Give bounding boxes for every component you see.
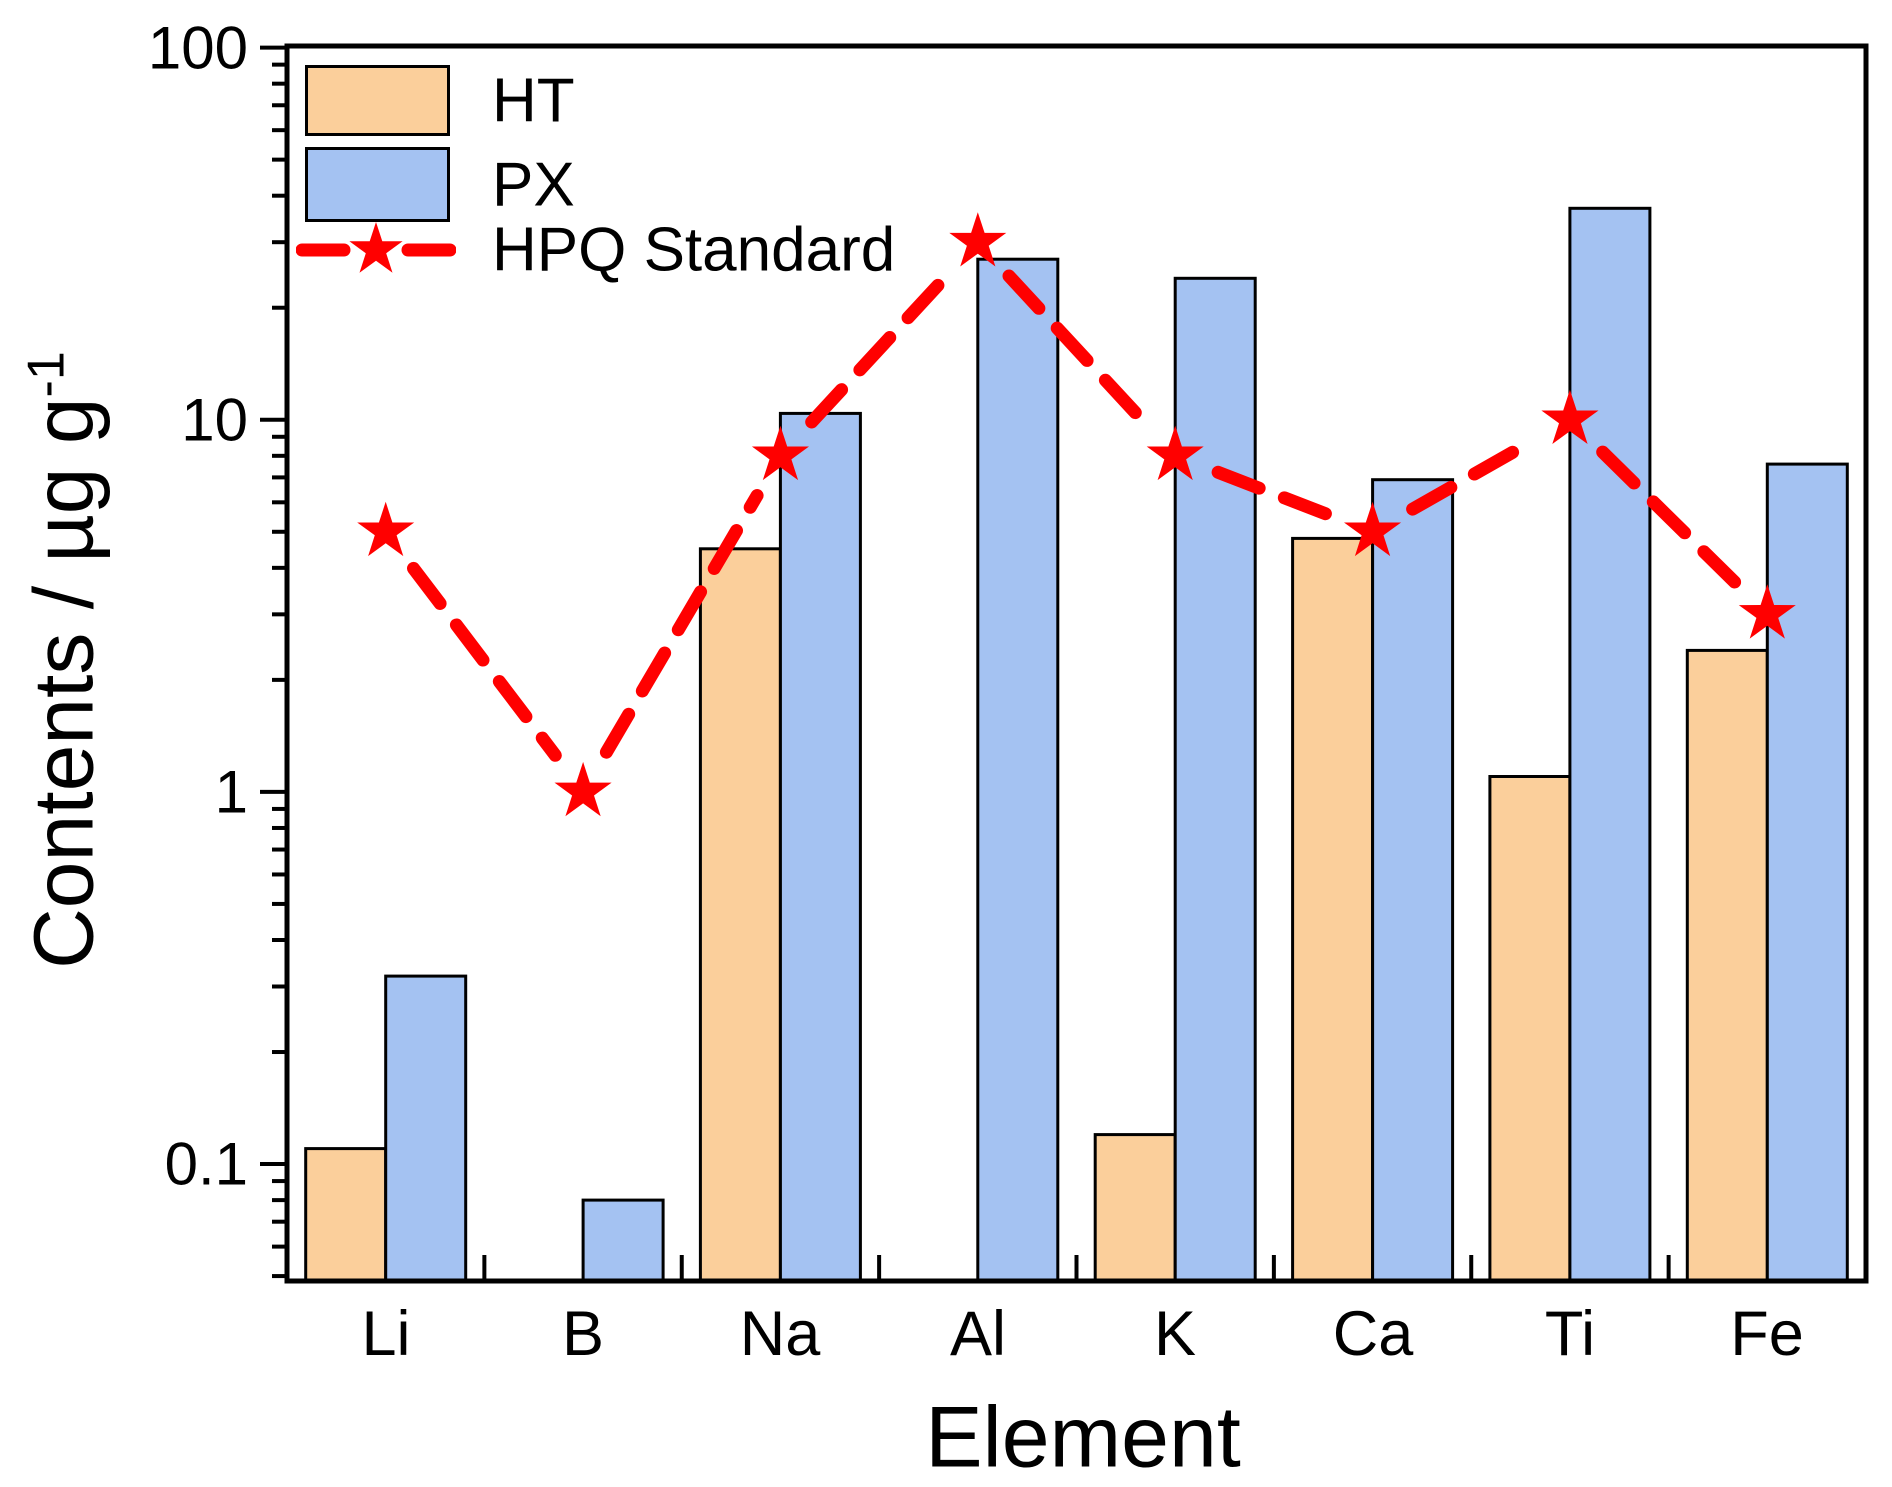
x-axis-title: Element — [925, 1389, 1241, 1486]
legend-line-star-icon — [296, 222, 456, 273]
x-tick-label-ca: Ca — [1332, 1299, 1414, 1369]
y-tick-label-0p1: 0.1 — [164, 1130, 248, 1198]
x-tick-label-al: Al — [949, 1299, 1007, 1369]
x-tick-label-b: B — [561, 1299, 605, 1369]
y-tick-label-1: 1 — [214, 758, 248, 826]
legend-label-px: PX — [492, 150, 575, 220]
legend-swatch-ht — [305, 65, 450, 136]
y-tick-label-100: 100 — [147, 14, 248, 82]
legend-star-icon — [349, 222, 403, 273]
x-tick-label-fe: Fe — [1730, 1299, 1804, 1369]
legend-label-ht: HT — [492, 66, 575, 136]
legend-swatch-px — [305, 147, 450, 222]
y-tick-label-10: 10 — [181, 386, 248, 454]
legend-label-hpq: HPQ Standard — [492, 215, 896, 285]
x-tick-label-ti: Ti — [1544, 1299, 1596, 1369]
x-tick-label-k: K — [1153, 1299, 1197, 1369]
x-tick-label-li: Li — [361, 1299, 411, 1369]
x-tick-label-na: Na — [739, 1299, 821, 1369]
